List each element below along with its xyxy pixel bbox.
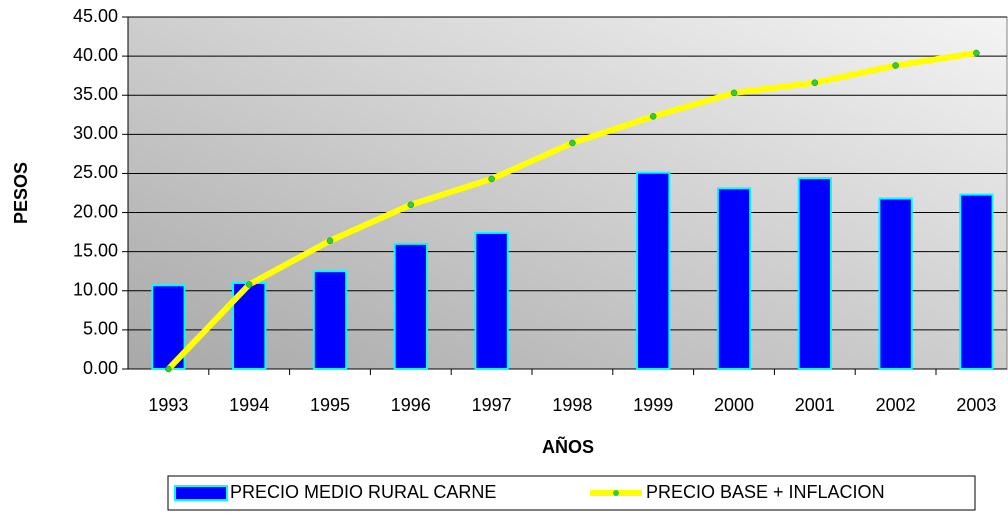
marker [730, 89, 738, 97]
x-tick-label: 1993 [148, 395, 188, 415]
legend-label: PRECIO MEDIO RURAL CARNE [230, 482, 496, 502]
marker [488, 175, 495, 183]
x-tick-label: 1995 [310, 395, 350, 415]
y-tick-label: 35.00 [73, 84, 118, 104]
marker [892, 62, 899, 69]
marker [973, 49, 980, 57]
marker [569, 139, 576, 147]
bar [797, 177, 832, 370]
x-tick-label: 1998 [552, 395, 592, 415]
y-tick-label: 45.00 [73, 6, 118, 26]
x-tick-label: 2000 [714, 395, 754, 415]
y-tick-label: 5.00 [83, 319, 118, 339]
bar [393, 242, 428, 371]
x-tick-label: 2002 [876, 395, 916, 415]
x-tick-label: 1996 [391, 395, 431, 415]
x-tick-label: 1999 [633, 395, 673, 415]
legend-swatch [613, 490, 619, 496]
bar [636, 171, 671, 370]
y-tick-label: 0.00 [83, 358, 118, 378]
legend-label: PRECIO BASE + INFLACION [646, 482, 885, 502]
marker [165, 365, 172, 373]
x-axis-title: AÑOS [542, 436, 594, 457]
bar [312, 270, 348, 371]
bar [474, 231, 509, 370]
bar [878, 197, 913, 370]
legend [167, 475, 976, 511]
y-tick-label: 20.00 [73, 201, 118, 221]
marker [245, 281, 253, 288]
x-tick-label: 2001 [795, 395, 835, 415]
bar [959, 193, 994, 370]
y-tick-label: 10.00 [73, 280, 118, 300]
y-tick-label: 30.00 [73, 123, 118, 143]
y-tick-label: 15.00 [73, 240, 118, 260]
x-tick-label: 1994 [229, 395, 269, 415]
bar [716, 187, 752, 370]
x-tick-label: 2003 [956, 395, 996, 415]
marker [811, 79, 819, 86]
y-axis-title: PESOS [11, 162, 31, 224]
y-tick-label: 40.00 [73, 45, 118, 65]
legend-swatch [174, 485, 228, 501]
marker [407, 201, 415, 208]
x-tick-label: 1997 [472, 395, 512, 415]
y-tick-label: 25.00 [73, 162, 118, 182]
marker [326, 237, 334, 244]
marker [649, 113, 657, 120]
